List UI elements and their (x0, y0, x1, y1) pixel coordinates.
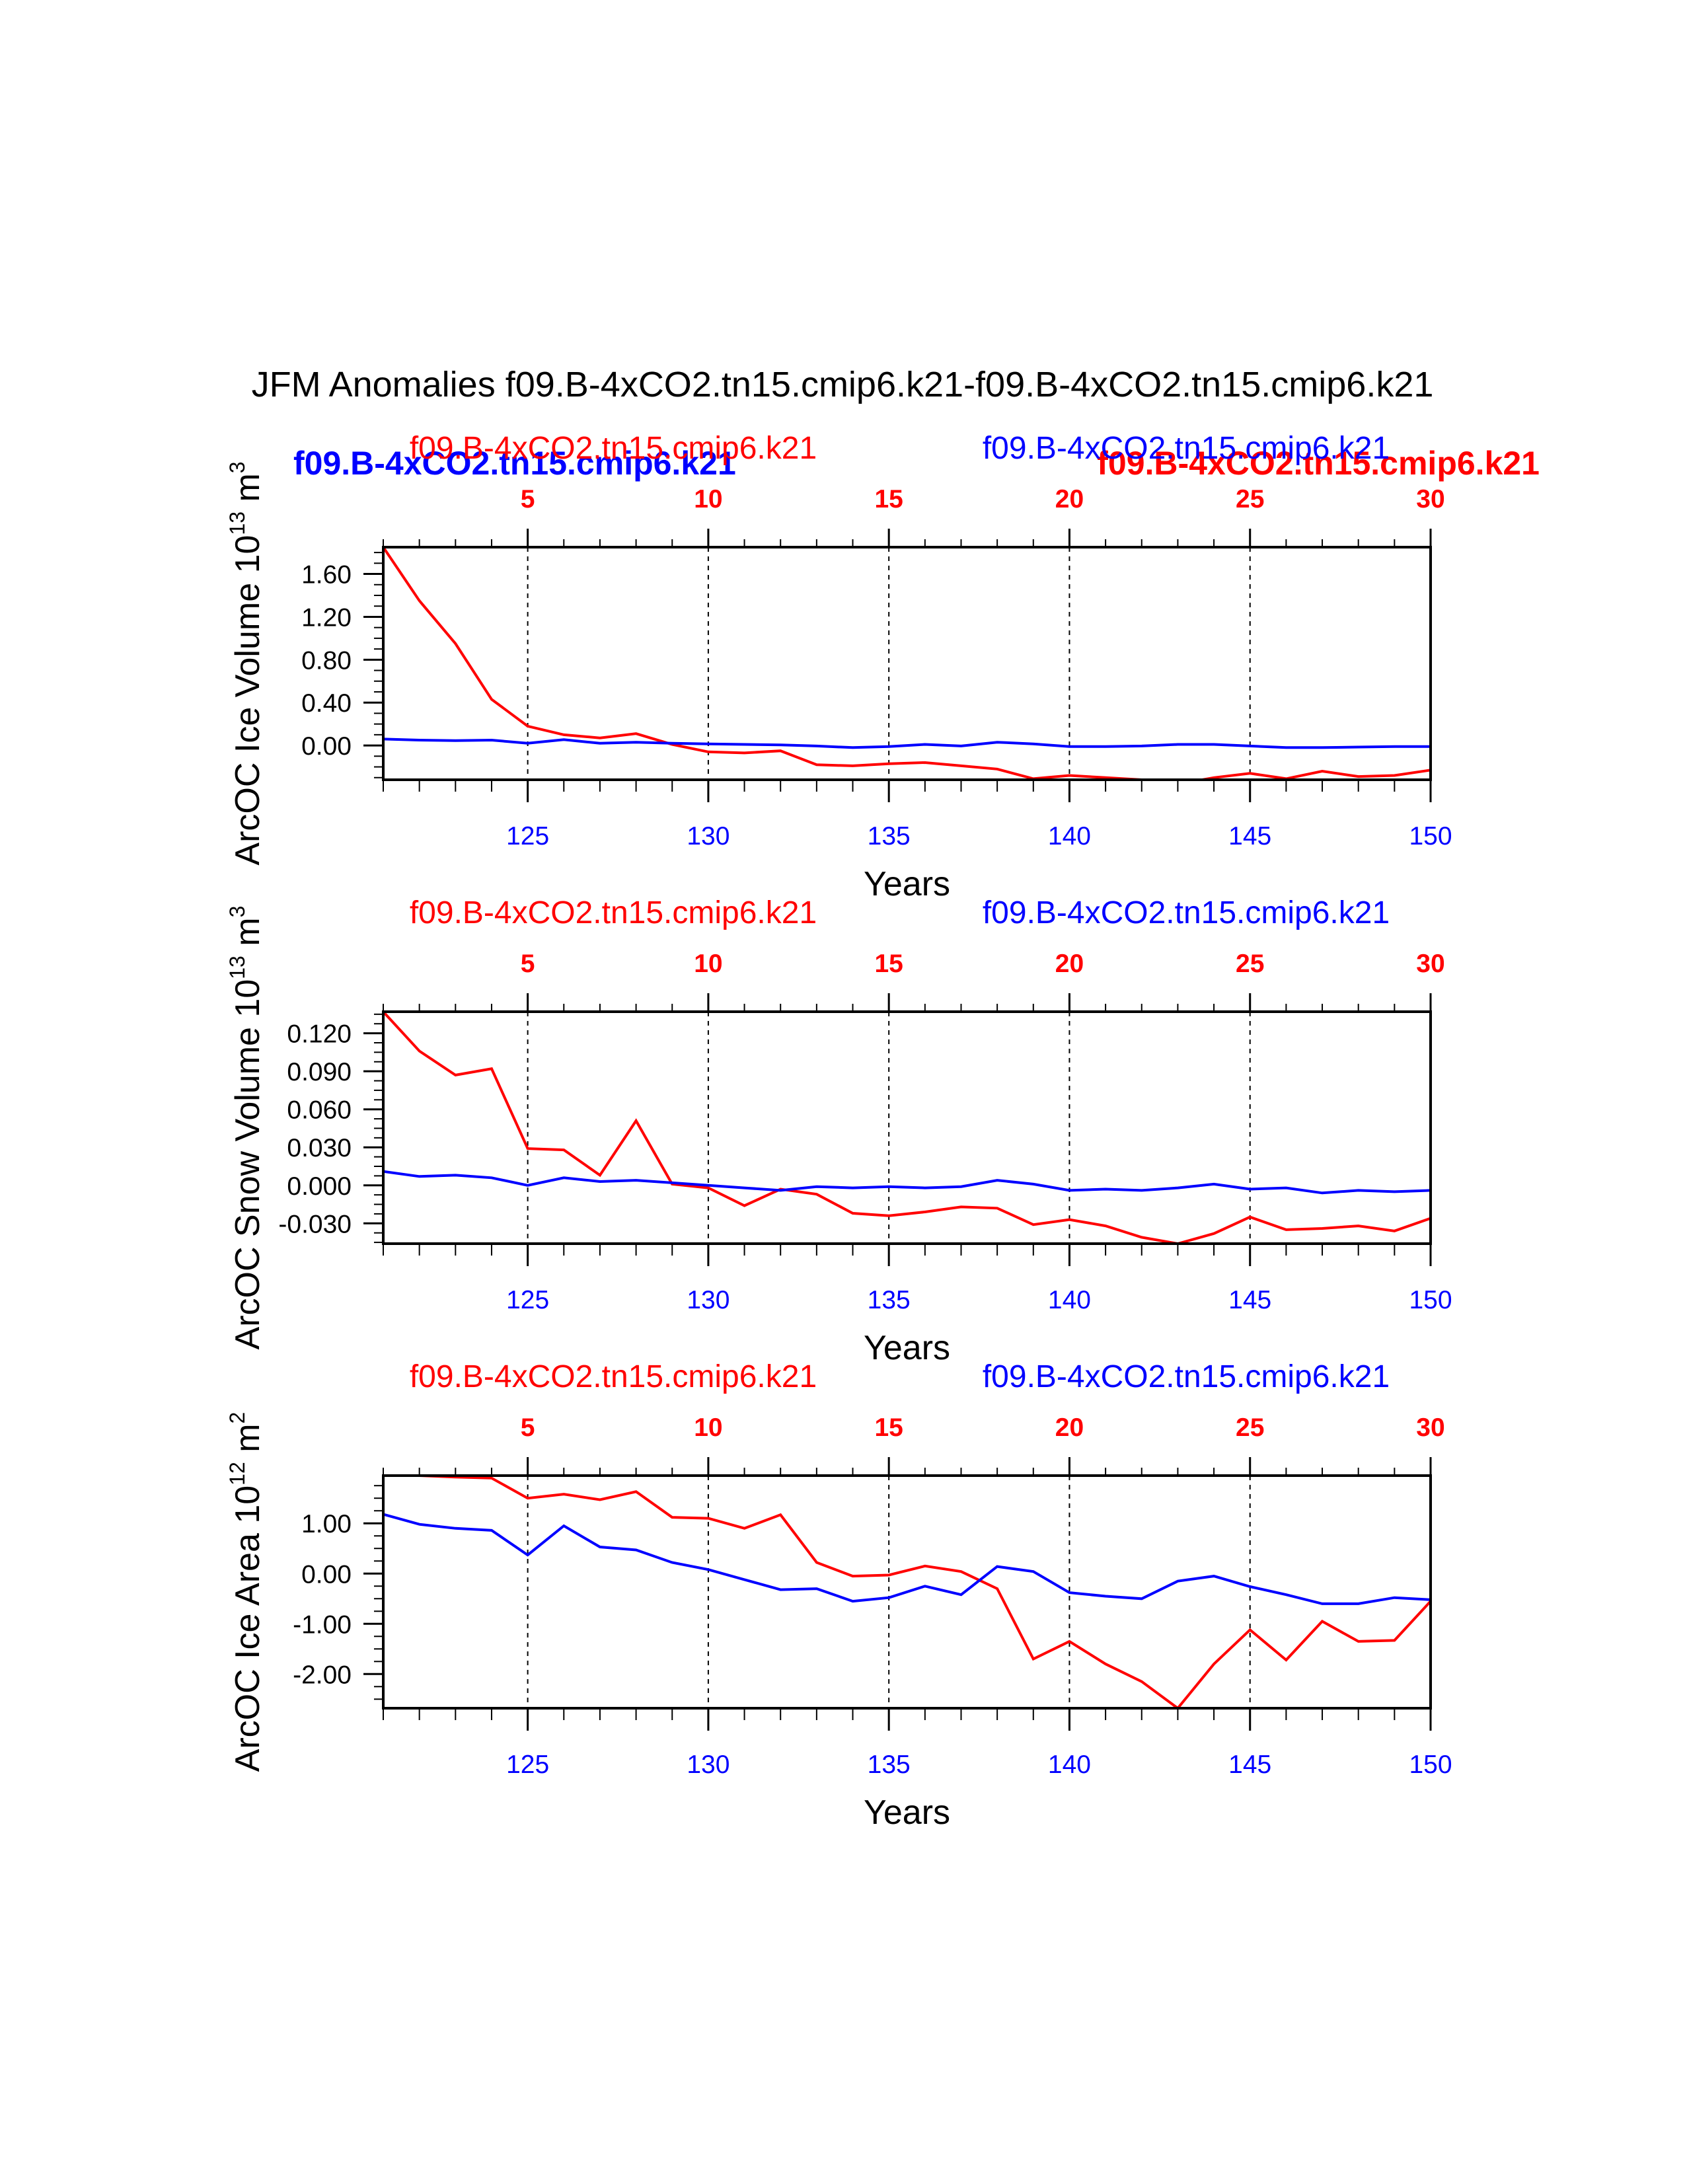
panel-3: 125 130 135 140 145 150 5 10 15 20 25 30 -2.00 -1.00 0… (225, 1359, 1452, 1832)
x-tick-label-bottom: 135 (868, 1751, 911, 1779)
x-tick-label-bottom: 125 (506, 1286, 549, 1314)
panel-title-left: f09.B-4xCO2.tn15.cmip6.k21 (410, 431, 817, 466)
y-tick-label: 0.80 (301, 646, 352, 675)
panel-2: 125 130 135 140 145 150 5 10 15 20 25 30 -0.030 0.000… (225, 895, 1452, 1367)
x-tick-label-bottom: 150 (1409, 1751, 1452, 1779)
x-tick-label-bottom: 135 (868, 1286, 911, 1314)
y-axis-title-main: ArcOC Ice Volume 10 (229, 535, 267, 866)
legend-red-bold: f09.B-4xCO2.tn15.cmip6.k21 (1097, 445, 1540, 482)
x-tick-label-top: 15 (874, 485, 903, 513)
y-tick-label: -0.030 (278, 1210, 352, 1238)
x-tick-label-top: 25 (1236, 950, 1264, 978)
x-tick-label-top: 5 (521, 950, 535, 978)
y-tick-label: 1.00 (301, 1510, 352, 1538)
y-axis-title-exponent: 13 (225, 956, 249, 979)
x-tick-label-top: 30 (1416, 950, 1444, 978)
y-tick-label: 1.60 (301, 561, 352, 589)
y-tick-label: 0.120 (287, 1020, 352, 1049)
x-tick-label-bottom: 140 (1048, 1286, 1091, 1314)
y-axis-title-unit: m (229, 917, 267, 956)
y-tick-label: 0.060 (287, 1096, 352, 1125)
x-tick-label-bottom: 150 (1409, 1286, 1452, 1314)
y-tick-label: 1.20 (301, 603, 352, 632)
panel-title-right: f09.B-4xCO2.tn15.cmip6.k21 (983, 431, 1390, 466)
x-tick-label-top: 15 (874, 1413, 903, 1442)
y-tick-label: 0.000 (287, 1172, 352, 1201)
x-tick-label-top: 25 (1236, 485, 1264, 513)
x-tick-label-bottom: 140 (1048, 822, 1091, 850)
y-axis-title-exponent: 12 (225, 1462, 249, 1486)
x-tick-label-bottom: 145 (1228, 1286, 1271, 1314)
y-axis-title-exponent: 13 (225, 511, 249, 535)
legend-blue-bold: f09.B-4xCO2.tn15.cmip6.k21 (293, 445, 736, 482)
x-tick-label-bottom: 125 (506, 822, 549, 850)
y-axis-title-unit-exponent: 2 (225, 1412, 249, 1424)
y-axis-title-unit-exponent: 3 (225, 906, 249, 918)
y-axis-title-unit: m (229, 473, 267, 511)
x-tick-label-top: 10 (694, 1413, 722, 1442)
y-axis-title: ArcOC Ice Area 1012 m2 (225, 1412, 267, 1772)
x-tick-label-top: 30 (1416, 1413, 1444, 1442)
series-line-blue (383, 1513, 1431, 1605)
x-tick-label-bottom: 130 (687, 822, 730, 850)
x-tick-label-bottom: 130 (687, 1286, 730, 1314)
x-tick-label-bottom: 130 (687, 1751, 730, 1779)
x-tick-label-bottom: 150 (1409, 822, 1452, 850)
y-tick-label: 0.40 (301, 689, 352, 718)
y-tick-label: 0.090 (287, 1058, 352, 1086)
x-tick-label-top: 30 (1416, 485, 1444, 513)
x-tick-label-top: 25 (1236, 1413, 1264, 1442)
x-tick-label-top: 5 (521, 485, 535, 513)
series-line-blue (383, 737, 1431, 749)
x-tick-label-bottom: 135 (868, 822, 911, 850)
y-axis-title-main: ArcOC Snow Volume 10 (229, 979, 267, 1350)
y-tick-label: -1.00 (293, 1610, 352, 1639)
series-line-red (383, 1476, 1431, 1708)
y-axis-title: ArcOC Snow Volume 1013 m3 (225, 906, 267, 1350)
x-tick-label-top: 10 (694, 485, 722, 513)
x-axis-title: Years (864, 1329, 950, 1367)
x-tick-label-top: 10 (694, 950, 722, 978)
x-tick-label-top: 5 (521, 1413, 535, 1442)
y-tick-label: -2.00 (293, 1661, 352, 1689)
plot-frame (382, 1010, 1432, 1245)
y-axis-title-unit-exponent: 3 (225, 461, 249, 473)
figure-title: JFM Anomalies f09.B-4xCO2.tn15.cmip6.k21… (252, 365, 1434, 404)
x-axis-title: Years (864, 1793, 950, 1832)
y-axis-title-main: ArcOC Ice Area 10 (229, 1486, 267, 1772)
x-tick-label-top: 20 (1055, 950, 1084, 978)
panel-title-left: f09.B-4xCO2.tn15.cmip6.k21 (410, 895, 817, 930)
plot-frame (382, 546, 1432, 781)
x-tick-label-bottom: 125 (506, 1751, 549, 1779)
x-tick-label-top: 20 (1055, 485, 1084, 513)
y-tick-label: 0.030 (287, 1134, 352, 1162)
y-axis-title: ArcOC Ice Volume 1013 m3 (225, 461, 267, 865)
series-line-red (383, 547, 1431, 780)
x-tick-label-bottom: 145 (1228, 1751, 1271, 1779)
plot-frame (382, 1474, 1432, 1710)
y-tick-label: 0.00 (301, 1560, 352, 1589)
panel-title-right: f09.B-4xCO2.tn15.cmip6.k21 (983, 895, 1390, 930)
panel-title-right: f09.B-4xCO2.tn15.cmip6.k21 (983, 1359, 1390, 1394)
x-tick-label-bottom: 140 (1048, 1751, 1091, 1779)
series-line-red (383, 1012, 1431, 1244)
series-line-blue (383, 1170, 1431, 1195)
x-tick-label-top: 20 (1055, 1413, 1084, 1442)
x-axis-title: Years (864, 865, 950, 903)
panel-1: 125 130 135 140 145 150 5 10 15 20 25 30 0.00 0.40 0.8… (225, 431, 1452, 903)
y-axis-title-unit: m (229, 1423, 267, 1462)
x-tick-label-top: 15 (874, 950, 903, 978)
panel-title-left: f09.B-4xCO2.tn15.cmip6.k21 (410, 1359, 817, 1394)
x-tick-label-bottom: 145 (1228, 822, 1271, 850)
y-tick-label: 0.00 (301, 732, 352, 761)
